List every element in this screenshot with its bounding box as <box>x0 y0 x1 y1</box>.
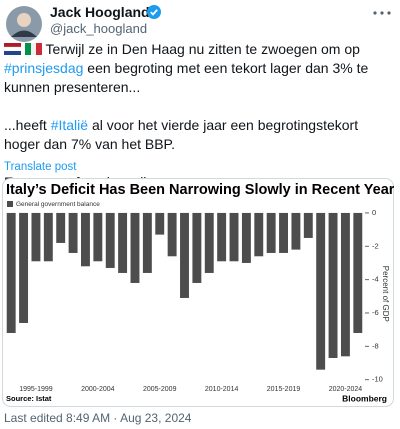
more-menu[interactable] <box>370 8 394 18</box>
bar <box>31 212 41 262</box>
bar <box>316 212 326 370</box>
verified-badge <box>147 5 161 19</box>
author-name[interactable]: Jack Hoogland <box>50 4 150 20</box>
y-axis-label: Percent of GDP <box>381 266 390 322</box>
flag-it <box>24 43 42 55</box>
bar <box>155 212 165 235</box>
x-tick-label: 2000-2004 <box>81 386 115 393</box>
bar <box>229 212 239 262</box>
y-tick-label: -8 <box>372 341 379 350</box>
paragraph: Terwijl ze in Den Haag nu zitten te zwoe… <box>3 40 396 97</box>
y-tick-label: -6 <box>372 308 379 317</box>
legend-label: General government balance <box>16 201 100 208</box>
bar <box>340 212 350 357</box>
bar <box>291 212 301 250</box>
chart: Italy’s Deficit Has Been Narrowing Slowl… <box>2 178 394 407</box>
bar <box>204 212 214 273</box>
bar <box>303 212 313 238</box>
bar <box>167 212 177 257</box>
bar <box>81 212 90 267</box>
bar <box>241 212 251 263</box>
bar <box>56 212 66 243</box>
bar <box>68 212 78 253</box>
bar <box>93 212 103 262</box>
bar <box>254 212 264 257</box>
post-text: Terwijl ze in Den Haag nu zitten te zwoe… <box>45 41 360 57</box>
x-tick-label: 2020-2024 <box>329 386 363 393</box>
y-tick-label: -4 <box>372 275 379 284</box>
legend-swatch <box>7 201 13 207</box>
x-tick-label: 1995-1999 <box>19 386 53 393</box>
bar <box>118 212 128 273</box>
x-tick-label: 2010-2014 <box>205 386 239 393</box>
post-text: een begroting met een tekort lager dan 3… <box>4 60 369 95</box>
bar <box>279 212 288 253</box>
chart-credit: Bloomberg <box>342 393 387 403</box>
bar <box>353 212 363 333</box>
hashtag[interactable]: #prinsjesdag <box>4 60 84 76</box>
translate-link[interactable]: Translate post <box>4 161 77 173</box>
author-handle[interactable]: @jack_hoogland <box>50 21 148 36</box>
paragraph: ...heeft #Italië al voor het vierde jaar… <box>4 116 396 154</box>
bar <box>142 212 152 273</box>
chart-title: Italy’s Deficit Has Been Narrowing Slowl… <box>6 182 394 198</box>
post-text: ...heeft <box>4 117 51 133</box>
y-tick-label: 0 <box>372 208 376 217</box>
post-timestamp: Last edited 8:49 AM · Aug 23, 2024 <box>4 411 192 425</box>
x-tick-label: 2005-2009 <box>143 386 177 393</box>
bar <box>19 212 29 323</box>
bar <box>6 212 16 333</box>
bar <box>180 212 189 298</box>
avatar-body <box>11 30 37 37</box>
bar <box>43 212 53 262</box>
bar <box>192 212 202 283</box>
avatar-face <box>17 13 31 27</box>
bar <box>266 212 276 253</box>
x-tick-label: 2015-2019 <box>267 386 301 393</box>
bar <box>130 212 140 283</box>
bar <box>328 212 338 358</box>
post-text: al voor het vierde jaar een begrotingste… <box>4 117 359 152</box>
y-tick-label: -2 <box>372 241 379 250</box>
y-tick-label: -10 <box>372 375 383 384</box>
hashtag[interactable]: #Italië <box>50 117 89 133</box>
avatar[interactable] <box>6 6 42 42</box>
flag-nl <box>3 43 22 55</box>
chart-source: Source: Istat <box>6 394 52 403</box>
bar <box>217 212 227 262</box>
bar <box>105 212 115 268</box>
